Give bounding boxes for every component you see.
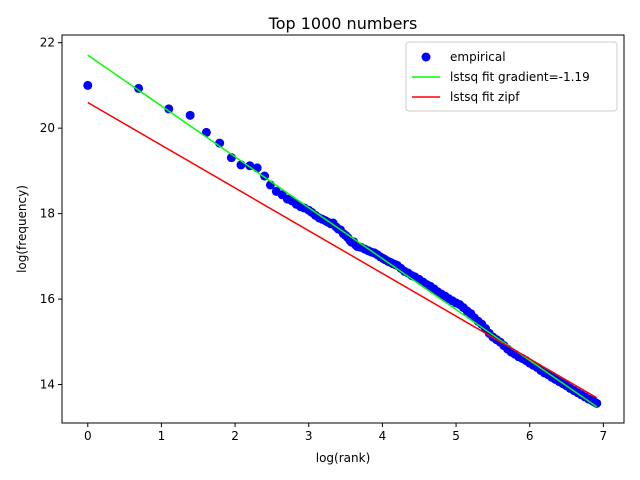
x-tick-label: 4 <box>379 429 387 443</box>
fit-line-2 <box>87 101 598 399</box>
x-tick-label: 2 <box>231 429 239 443</box>
legend-label-gradient-fit: lstsq fit gradient=-1.19 <box>450 70 590 84</box>
scatter-point <box>185 110 195 120</box>
y-tick-label: 16 <box>40 292 55 306</box>
chart-title: Top 1000 numbers <box>268 14 418 33</box>
x-tick-label: 0 <box>84 429 92 443</box>
legend-marker-empirical <box>421 52 431 62</box>
y-axis-label: log(frequency) <box>15 185 29 273</box>
x-tick-label: 3 <box>305 429 313 443</box>
x-axis-ticks: 0 1 2 3 4 5 6 7 <box>84 423 607 443</box>
scatter-point <box>252 163 262 173</box>
y-tick-label: 18 <box>40 207 55 221</box>
scatter-point <box>164 104 174 114</box>
x-axis-label: log(rank) <box>316 451 371 465</box>
scatter-point <box>83 80 93 90</box>
y-axis-ticks: 14 16 18 20 22 <box>40 36 62 392</box>
scatter-point <box>134 83 144 93</box>
x-tick-label: 6 <box>526 429 534 443</box>
legend-box <box>405 41 618 112</box>
plot-area <box>83 54 602 408</box>
y-tick-label: 20 <box>40 121 55 135</box>
legend-label-empirical: empirical <box>450 50 506 64</box>
axes-frame <box>61 34 625 424</box>
x-tick-label: 1 <box>158 429 166 443</box>
y-tick-label: 22 <box>40 36 55 50</box>
x-tick-label: 7 <box>600 429 608 443</box>
y-tick-label: 14 <box>40 378 55 392</box>
legend-label-zipf-fit: lstsq fit zipf <box>450 90 520 104</box>
legend: empirical lstsq fit gradient=-1.19 lstsq… <box>405 41 618 112</box>
x-tick-label: 5 <box>452 429 460 443</box>
